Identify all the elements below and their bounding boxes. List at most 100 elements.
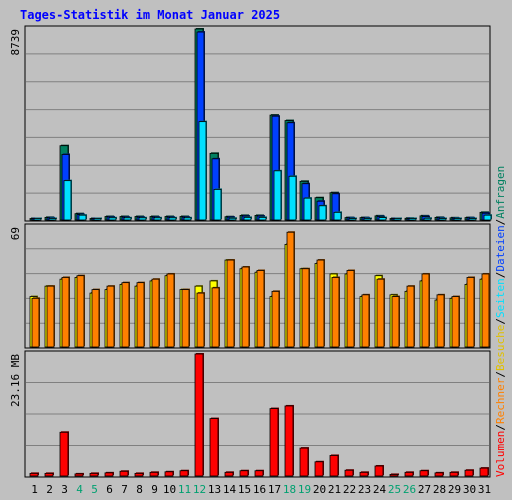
volume-panel: 23.16 MB (9, 350, 491, 478)
x-tick-label-day-7: 7 (121, 483, 128, 496)
visits-bar-rechner-day-3 (61, 277, 70, 348)
x-tick-label-day-22: 22 (343, 483, 356, 496)
x-tick-label-day-8: 8 (136, 483, 143, 496)
volume-bar-volumen-day-4 (74, 473, 84, 477)
x-tick-label-day-24: 24 (373, 483, 387, 496)
requests-bar-seiten-day-17 (273, 170, 282, 221)
requests-bar-seiten-day-6 (108, 217, 117, 221)
requests-bar-seiten-day-7 (123, 217, 132, 221)
visits-bar-rechner-day-6 (106, 285, 115, 348)
requests-ymax-label: 8739 (9, 29, 22, 56)
requests-bar-seiten-day-1 (33, 218, 42, 221)
requests-bar-seiten-day-19 (303, 197, 312, 221)
requests-bar-seiten-day-12 (198, 121, 207, 221)
requests-bar-seiten-day-13 (213, 189, 222, 221)
volume-bar-volumen-day-29 (449, 471, 459, 477)
volume-bar-volumen-day-1 (29, 472, 39, 477)
requests-bar-seiten-day-21 (333, 211, 342, 221)
volume-bar-volumen-day-25 (389, 474, 399, 477)
visits-bar-rechner-day-30 (466, 277, 475, 348)
visits-bar-rechner-day-28 (436, 294, 445, 348)
x-tick-label-day-30: 30 (463, 483, 476, 496)
legend-entry-volumen: Volumen (494, 431, 507, 477)
requests-bar-seiten-day-30 (468, 218, 477, 221)
volume-bar-volumen-day-14 (224, 471, 234, 477)
volume-bar-volumen-day-22 (344, 469, 354, 477)
requests-bar-seiten-day-25 (393, 218, 402, 221)
x-tick-label-day-13: 13 (208, 483, 221, 496)
legend-separator: / (494, 272, 507, 279)
requests-bar-seiten-day-24 (378, 217, 387, 221)
volume-bar-volumen-day-15 (239, 470, 249, 477)
requests-bar-seiten-day-5 (93, 218, 102, 221)
requests-bar-seiten-day-4 (78, 214, 87, 221)
legend-entry-anfragen: Anfragen (494, 166, 507, 219)
visits-bar-rechner-day-20 (316, 259, 325, 348)
legend-entry-besuche: Besuche (494, 325, 507, 371)
requests-bar-seiten-day-28 (438, 218, 447, 221)
legend-entry-dateien: Dateien (494, 225, 507, 271)
visits-bar-rechner-day-14 (226, 259, 235, 348)
volume-bar-volumen-day-21 (329, 455, 339, 477)
x-tick-label-day-3: 3 (61, 483, 68, 496)
x-tick-label-day-25: 25 (388, 483, 401, 496)
visits-bar-rechner-day-11 (181, 289, 190, 348)
visits-ymax-label: 69 (9, 227, 22, 240)
visits-bar-rechner-day-8 (136, 282, 145, 348)
requests-bar-seiten-day-27 (423, 217, 432, 221)
requests-bar-seiten-day-29 (453, 218, 462, 221)
volume-series-volumen (29, 353, 489, 477)
requests-bar-seiten-day-31 (483, 214, 492, 221)
volume-bar-volumen-day-17 (269, 408, 279, 477)
legend-entry-seiten: Seiten (494, 278, 507, 318)
visits-bar-rechner-day-7 (121, 282, 130, 348)
x-tick-label-day-4: 4 (76, 483, 83, 496)
x-tick-label-day-12: 12 (193, 483, 206, 496)
requests-bar-seiten-day-8 (138, 217, 147, 221)
visits-bar-rechner-day-16 (256, 270, 265, 348)
visits-bar-rechner-day-12 (196, 292, 205, 348)
legend-separator: / (494, 371, 507, 378)
visits-bar-rechner-day-15 (241, 266, 250, 348)
requests-series-seiten (33, 120, 492, 221)
legend-entry-rechner: Rechner (494, 377, 507, 424)
x-tick-label-day-19: 19 (298, 483, 311, 496)
visits-bar-rechner-day-25 (391, 296, 400, 348)
legend-separator: / (494, 424, 507, 431)
visits-bar-rechner-day-23 (361, 294, 370, 348)
visits-panel: 69 (9, 223, 491, 349)
requests-bar-seiten-day-11 (183, 217, 192, 221)
x-tick-label-day-6: 6 (106, 483, 113, 496)
x-tick-label-day-29: 29 (448, 483, 461, 496)
requests-bar-seiten-day-23 (363, 218, 372, 221)
chart-title: Tages-Statistik im Monat Januar 2025 (20, 8, 280, 22)
volume-bar-volumen-day-5 (89, 472, 99, 477)
visits-bar-rechner-day-2 (46, 285, 55, 348)
requests-panel: 8739 (9, 25, 492, 222)
volume-bar-volumen-day-10 (164, 471, 174, 477)
x-tick-label-day-10: 10 (163, 483, 176, 496)
visits-bar-rechner-day-9 (151, 278, 160, 348)
x-tick-label-day-16: 16 (253, 483, 266, 496)
x-tick-label-day-17: 17 (268, 483, 281, 496)
x-tick-label-day-15: 15 (238, 483, 251, 496)
volume-bar-volumen-day-12 (194, 353, 204, 477)
volume-bar-volumen-day-6 (104, 472, 114, 477)
legend-separator: / (494, 318, 507, 325)
x-tick-label-day-27: 27 (418, 483, 431, 496)
requests-bar-seiten-day-2 (48, 218, 57, 221)
x-tick-label-day-5: 5 (91, 483, 98, 496)
volume-bar-volumen-day-24 (374, 465, 384, 477)
volume-bar-volumen-day-2 (44, 472, 54, 477)
requests-bar-seiten-day-26 (408, 218, 417, 221)
x-tick-label-day-23: 23 (358, 483, 371, 496)
visits-bar-rechner-day-31 (481, 273, 490, 348)
x-tick-label-day-18: 18 (283, 483, 296, 496)
visits-bar-rechner-day-5 (91, 289, 100, 348)
x-tick-label-day-9: 9 (151, 483, 158, 496)
requests-bar-seiten-day-20 (318, 205, 327, 221)
volume-bar-volumen-day-16 (254, 470, 264, 477)
volume-bar-volumen-day-3 (59, 431, 69, 477)
x-tick-label-day-20: 20 (313, 483, 326, 496)
